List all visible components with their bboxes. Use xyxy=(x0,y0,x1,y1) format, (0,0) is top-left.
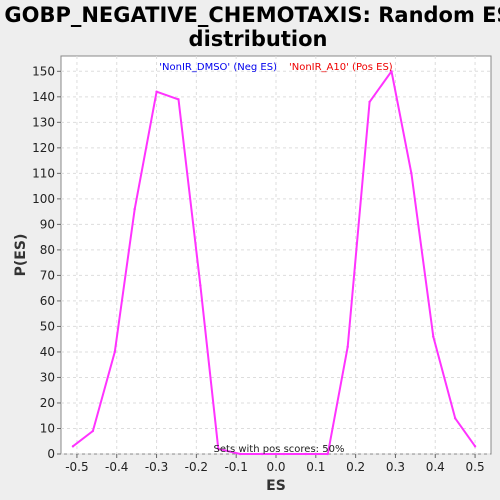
x-tick-label: -0.1 xyxy=(224,460,247,474)
data-point xyxy=(390,70,393,73)
data-point xyxy=(217,447,220,451)
y-tick-label: 150 xyxy=(32,64,55,78)
series-line xyxy=(72,70,476,455)
y-tick-label: 80 xyxy=(40,243,55,257)
data-point xyxy=(410,172,413,175)
data-point xyxy=(71,445,75,448)
axis-ticks: 0 10 20 30 40 50 60 70 80 90 100 110 120 130 140 150 -0.… xyxy=(32,64,485,474)
data-point xyxy=(260,452,264,456)
x-tick-label: 0.3 xyxy=(386,460,405,474)
pos-scores-annotation: Sets with pos scores: 50% xyxy=(214,444,345,455)
data-point xyxy=(304,452,308,456)
data-point xyxy=(432,335,435,338)
y-tick-label: 50 xyxy=(40,319,55,333)
x-tick-label: -0.3 xyxy=(145,460,168,474)
y-tick-label: 40 xyxy=(40,345,55,359)
data-point xyxy=(155,90,158,93)
data-point xyxy=(346,345,349,349)
x-axis-label: ES xyxy=(266,478,286,494)
y-tick-label: 110 xyxy=(32,166,55,180)
x-tick-label: -0.5 xyxy=(65,460,88,474)
y-tick-label: 120 xyxy=(32,141,55,155)
y-tick-label: 140 xyxy=(32,90,55,104)
data-point xyxy=(326,452,329,456)
data-point xyxy=(368,100,371,104)
x-tick-label: 0.2 xyxy=(346,460,365,474)
y-tick-label: 130 xyxy=(32,115,55,129)
x-tick-label: -0.4 xyxy=(105,460,128,474)
y-tick-label: 20 xyxy=(40,396,55,410)
data-point xyxy=(453,417,457,420)
y-tick-label: 90 xyxy=(40,217,55,231)
data-point xyxy=(177,98,180,101)
y-tick-label: 100 xyxy=(32,192,55,206)
chart-title-line-1: GOBP_NEGATIVE_CHEMOTAXIS: Random ES xyxy=(4,3,500,27)
x-tick-label: -0.2 xyxy=(185,460,208,474)
data-point xyxy=(282,452,286,456)
series-layer xyxy=(71,70,477,456)
data-point xyxy=(133,207,136,211)
y-tick-label: 10 xyxy=(40,421,55,435)
y-tick-label: 70 xyxy=(40,268,55,282)
grid-lines xyxy=(61,56,491,455)
y-tick-label: 0 xyxy=(47,447,55,461)
data-point xyxy=(199,284,202,287)
legend-entry-pos-es: 'NonIR_A10' (Pos ES) xyxy=(289,62,393,73)
y-axis-label: P(ES) xyxy=(13,234,29,277)
data-point xyxy=(473,445,477,448)
data-point xyxy=(238,452,242,456)
x-tick-label: 0.4 xyxy=(426,460,445,474)
x-tick-label: 0.1 xyxy=(306,460,325,474)
legend-entry-neg-es: 'NonIR_DMSO' (Neg ES) xyxy=(159,62,277,73)
y-tick-label: 30 xyxy=(40,370,55,384)
y-tick-label: 60 xyxy=(40,294,55,308)
data-point xyxy=(91,429,95,433)
x-tick-label: 0.0 xyxy=(266,460,285,474)
x-tick-label: 0.5 xyxy=(466,460,485,474)
data-point xyxy=(113,350,116,354)
chart-title-line-2: distribution xyxy=(189,27,328,51)
